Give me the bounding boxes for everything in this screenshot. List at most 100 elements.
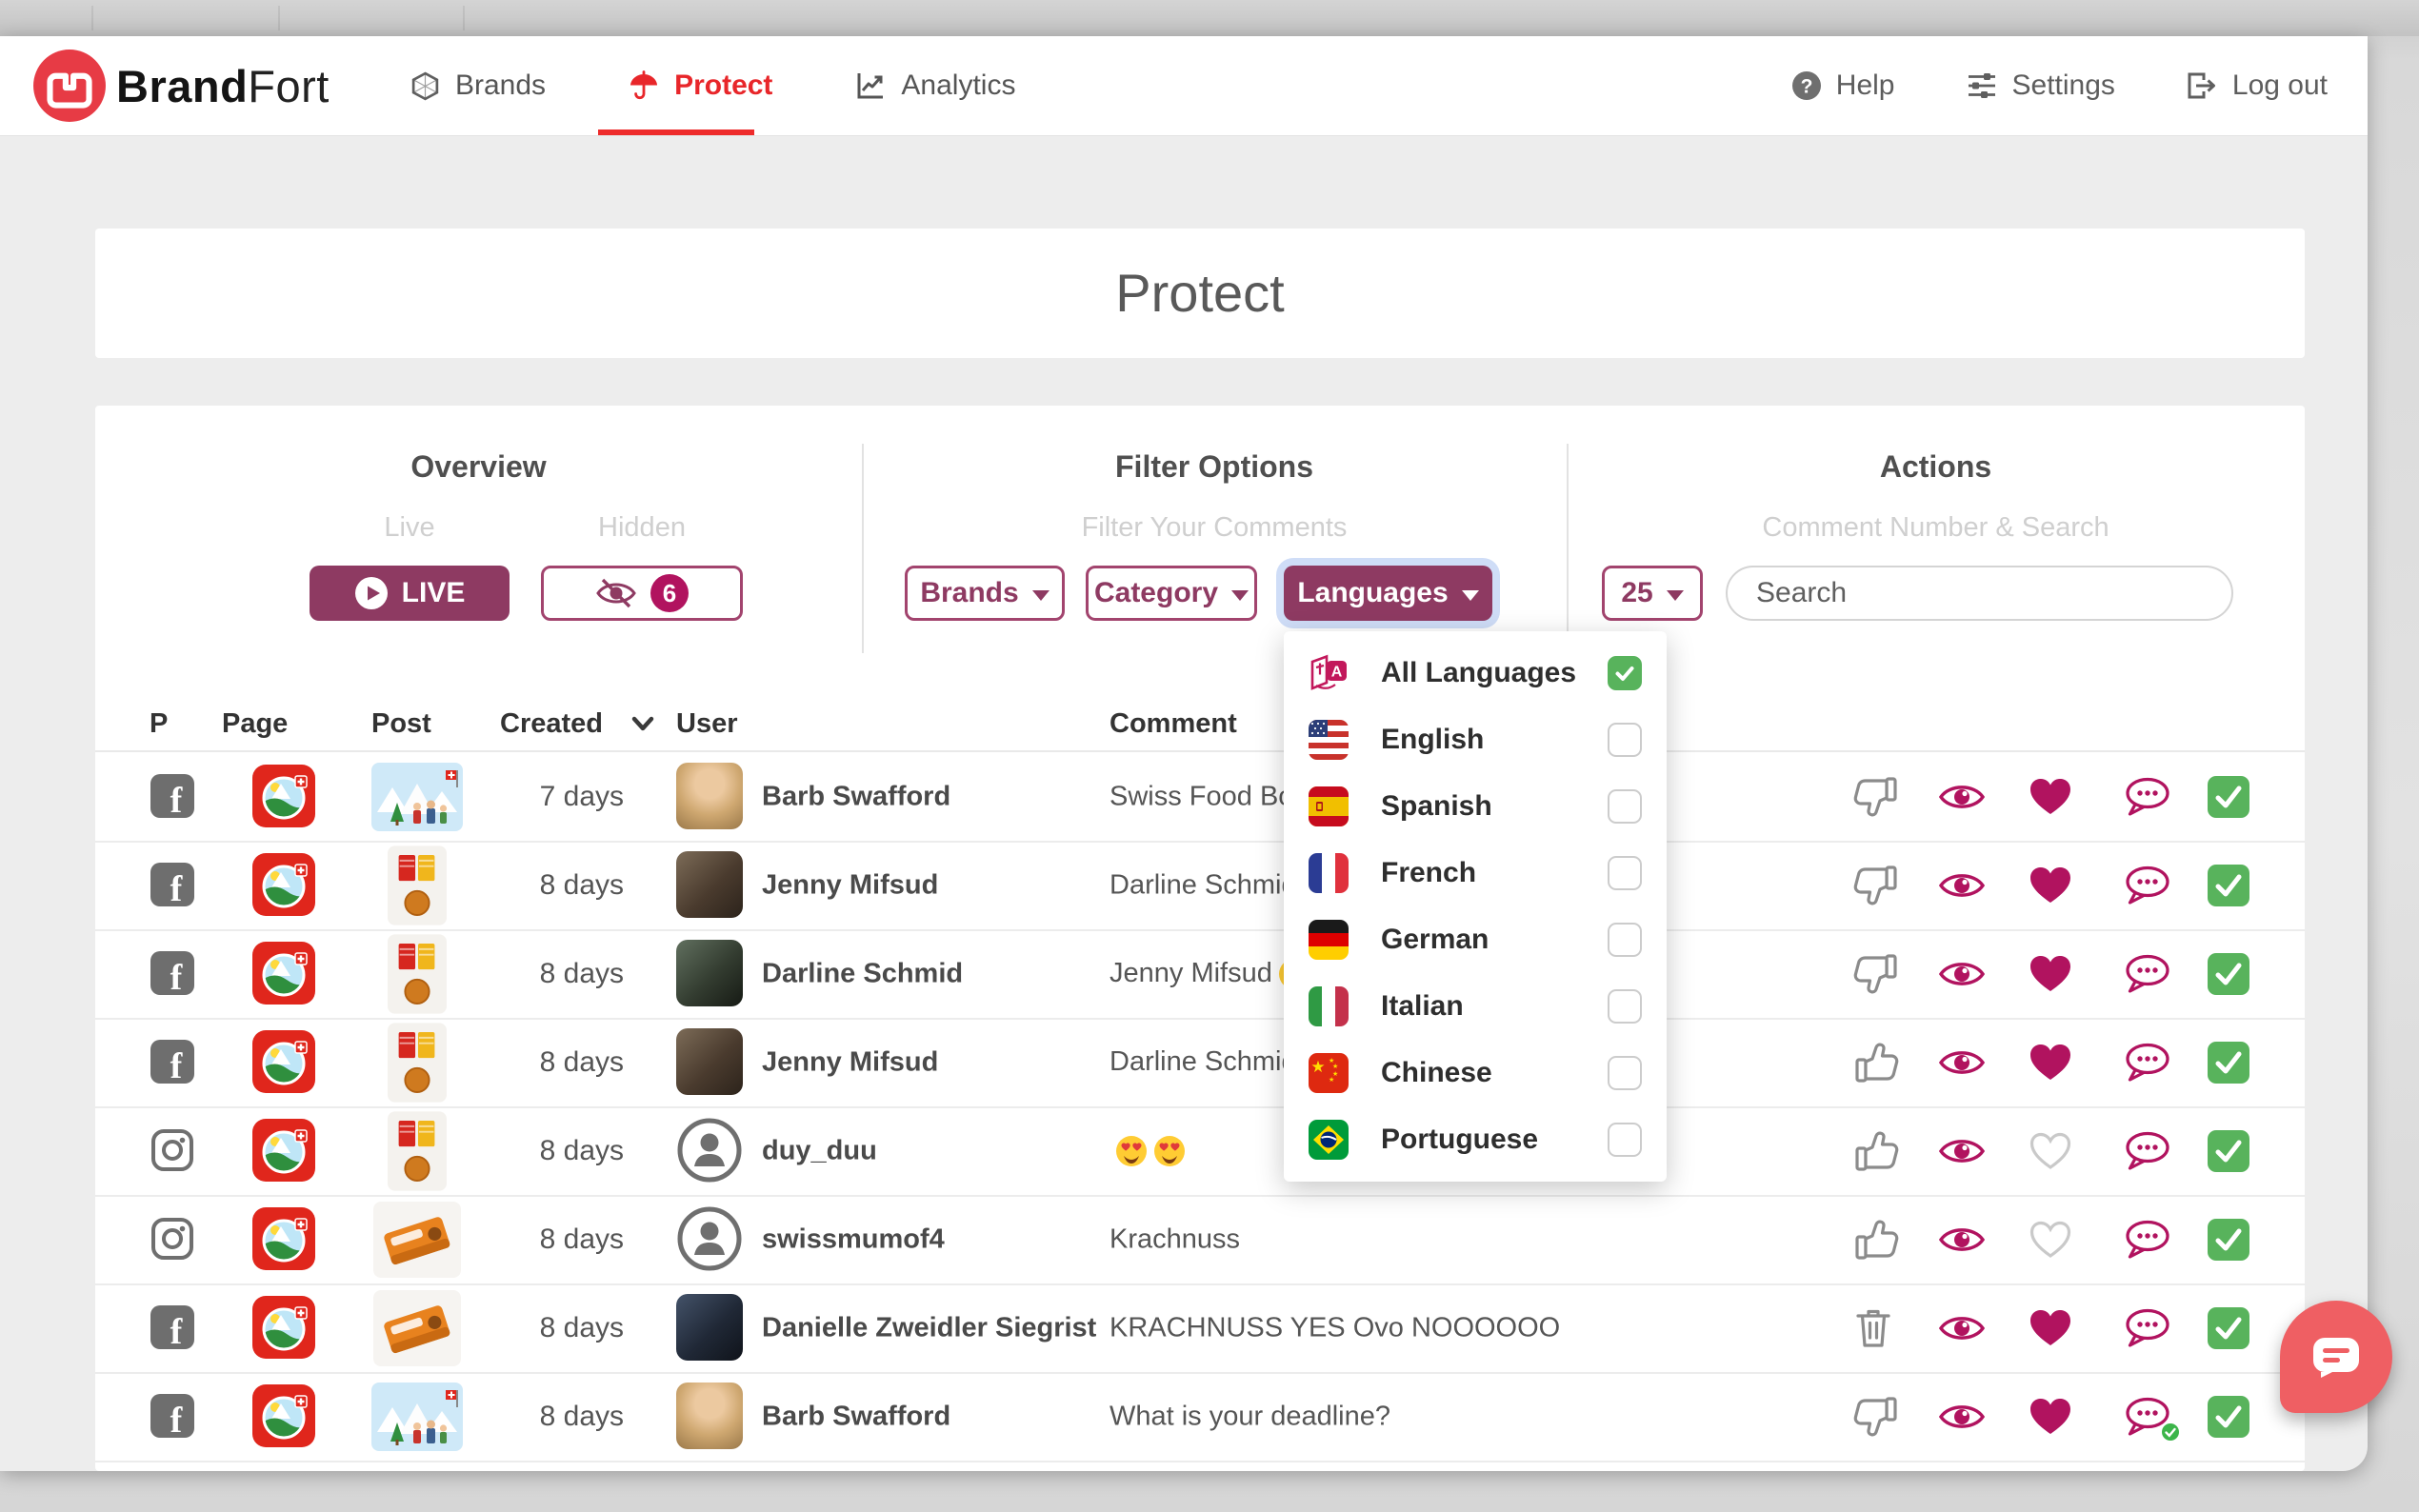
col-header-post[interactable]: Post bbox=[371, 708, 431, 739]
page-avatar[interactable] bbox=[252, 765, 315, 827]
hide-eye-button[interactable] bbox=[1938, 869, 1986, 902]
reply-bubble-button[interactable] bbox=[2124, 777, 2171, 817]
thumbs-up-button[interactable] bbox=[1852, 1217, 1900, 1263]
reply-bubble-button[interactable] bbox=[2124, 1397, 2171, 1437]
checkbox-unchecked-icon[interactable] bbox=[1608, 923, 1642, 957]
settings-button[interactable]: Settings bbox=[1966, 70, 2115, 102]
approve-check-button[interactable] bbox=[2208, 1307, 2249, 1349]
brands-filter-label: Brands bbox=[920, 577, 1019, 608]
approve-check-button[interactable] bbox=[2208, 1042, 2249, 1084]
like-heart-button[interactable] bbox=[2029, 1131, 2072, 1171]
reply-bubble-button[interactable] bbox=[2124, 954, 2171, 994]
approve-check-button[interactable] bbox=[2208, 1396, 2249, 1438]
tab-analytics[interactable]: Analytics bbox=[854, 70, 1015, 102]
hide-eye-button[interactable] bbox=[1938, 1312, 1986, 1344]
col-header-user[interactable]: User bbox=[676, 708, 738, 739]
lang-option-german[interactable]: German bbox=[1284, 906, 1667, 973]
actions-subtitle: Comment Number & Search bbox=[1762, 512, 2109, 543]
page-avatar[interactable] bbox=[252, 1030, 315, 1093]
post-thumbnail[interactable] bbox=[388, 934, 447, 1014]
post-thumbnail[interactable] bbox=[371, 763, 463, 831]
reply-bubble-button[interactable] bbox=[2124, 1131, 2171, 1171]
checkbox-checked-icon[interactable] bbox=[1608, 656, 1642, 690]
lang-option-italian[interactable]: Italian bbox=[1284, 973, 1667, 1040]
logout-button[interactable]: Log out bbox=[2186, 70, 2328, 102]
created-cell: 8 days bbox=[539, 1223, 624, 1255]
thumbs-down-button[interactable] bbox=[1852, 1394, 1900, 1440]
post-thumbnail[interactable] bbox=[388, 1111, 447, 1191]
hide-eye-button[interactable] bbox=[1938, 1401, 1986, 1433]
col-header-platform[interactable]: P bbox=[150, 708, 169, 739]
search-input[interactable] bbox=[1726, 566, 2233, 621]
lang-option-portuguese[interactable]: Portuguese bbox=[1284, 1106, 1667, 1173]
panel-divider bbox=[1567, 444, 1569, 653]
thumbs-down-button[interactable] bbox=[1852, 951, 1900, 997]
checkbox-unchecked-icon[interactable] bbox=[1608, 989, 1642, 1024]
approve-check-button[interactable] bbox=[2208, 953, 2249, 995]
col-header-created[interactable]: Created bbox=[500, 708, 603, 739]
thumbs-up-button[interactable] bbox=[1852, 1040, 1900, 1085]
checkbox-unchecked-icon[interactable] bbox=[1608, 1123, 1642, 1157]
approve-check-button[interactable] bbox=[2208, 1219, 2249, 1261]
post-thumbnail[interactable] bbox=[388, 846, 447, 925]
settings-label: Settings bbox=[2011, 70, 2115, 101]
page-size-dropdown[interactable]: 25 bbox=[1602, 566, 1703, 621]
sort-chevron-icon[interactable] bbox=[630, 714, 655, 733]
brandfort-logo[interactable]: BrandFort bbox=[32, 49, 330, 123]
brands-filter-dropdown[interactable]: Brands bbox=[905, 566, 1065, 621]
tab-protect[interactable]: Protect bbox=[628, 70, 772, 102]
hide-eye-button[interactable] bbox=[1938, 781, 1986, 813]
post-thumbnail[interactable] bbox=[371, 1383, 463, 1451]
checkbox-unchecked-icon[interactable] bbox=[1608, 1056, 1642, 1090]
hide-eye-button[interactable] bbox=[1938, 1046, 1986, 1079]
lang-option-french[interactable]: French bbox=[1284, 840, 1667, 906]
like-heart-button[interactable] bbox=[2029, 1220, 2072, 1260]
reply-bubble-button[interactable] bbox=[2124, 865, 2171, 905]
tab-brands[interactable]: Brands bbox=[410, 70, 546, 102]
approve-check-button[interactable] bbox=[2208, 865, 2249, 906]
hidden-button[interactable]: 6 bbox=[541, 566, 743, 621]
chat-widget-button[interactable] bbox=[2280, 1301, 2392, 1413]
reply-bubble-button[interactable] bbox=[2124, 1308, 2171, 1348]
checkbox-unchecked-icon[interactable] bbox=[1608, 723, 1642, 757]
category-filter-dropdown[interactable]: Category bbox=[1086, 566, 1257, 621]
page-avatar[interactable] bbox=[252, 1207, 315, 1270]
checkbox-unchecked-icon[interactable] bbox=[1608, 856, 1642, 890]
page-avatar[interactable] bbox=[252, 1296, 315, 1359]
like-heart-button[interactable] bbox=[2029, 1397, 2072, 1437]
hide-eye-button[interactable] bbox=[1938, 1135, 1986, 1167]
page-avatar[interactable] bbox=[252, 1119, 315, 1182]
help-button[interactable]: Help bbox=[1791, 70, 1895, 102]
page-avatar[interactable] bbox=[252, 853, 315, 916]
thumbs-up-button[interactable] bbox=[1852, 1128, 1900, 1174]
page-title-card: Protect bbox=[95, 229, 2305, 358]
post-thumbnail[interactable] bbox=[388, 1023, 447, 1103]
trash-button[interactable] bbox=[1852, 1306, 1894, 1350]
post-thumbnail[interactable] bbox=[373, 1202, 461, 1278]
post-thumbnail[interactable] bbox=[373, 1290, 461, 1366]
page-avatar[interactable] bbox=[252, 1384, 315, 1447]
like-heart-button[interactable] bbox=[2029, 1043, 2072, 1083]
approve-check-button[interactable] bbox=[2208, 776, 2249, 818]
lang-option-all-languages[interactable]: All Languages bbox=[1284, 640, 1667, 706]
reply-bubble-button[interactable] bbox=[2124, 1220, 2171, 1260]
thumbs-down-button[interactable] bbox=[1852, 863, 1900, 908]
col-header-page[interactable]: Page bbox=[222, 708, 289, 739]
lang-option-chinese[interactable]: Chinese bbox=[1284, 1040, 1667, 1106]
hide-eye-button[interactable] bbox=[1938, 958, 1986, 990]
lang-option-spanish[interactable]: Spanish bbox=[1284, 773, 1667, 840]
thumbs-down-button[interactable] bbox=[1852, 774, 1900, 820]
lang-option-english[interactable]: English bbox=[1284, 706, 1667, 773]
like-heart-button[interactable] bbox=[2029, 1308, 2072, 1348]
live-button[interactable]: LIVE bbox=[310, 566, 510, 621]
reply-bubble-button[interactable] bbox=[2124, 1043, 2171, 1083]
col-header-comment[interactable]: Comment bbox=[1110, 708, 1237, 739]
hide-eye-button[interactable] bbox=[1938, 1224, 1986, 1256]
like-heart-button[interactable] bbox=[2029, 865, 2072, 905]
like-heart-button[interactable] bbox=[2029, 777, 2072, 817]
like-heart-button[interactable] bbox=[2029, 954, 2072, 994]
approve-check-button[interactable] bbox=[2208, 1130, 2249, 1172]
page-avatar[interactable] bbox=[252, 942, 315, 1005]
checkbox-unchecked-icon[interactable] bbox=[1608, 789, 1642, 824]
languages-filter-dropdown[interactable]: Languages bbox=[1284, 566, 1492, 621]
